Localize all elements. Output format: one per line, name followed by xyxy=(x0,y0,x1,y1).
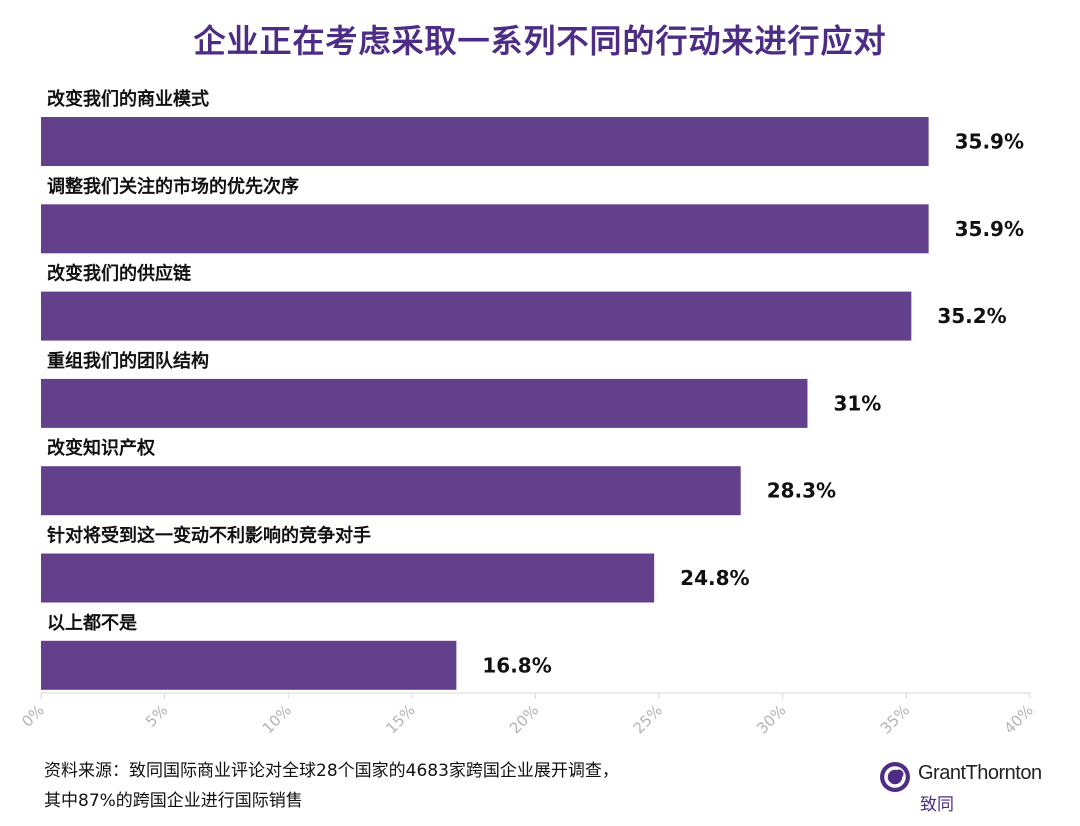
bar xyxy=(41,204,929,254)
logo-mark-icon xyxy=(880,762,910,792)
x-tick-label: 40% xyxy=(1001,701,1037,737)
x-tick-label: 15% xyxy=(382,701,418,737)
source-note: 资料来源：致同国际商业评论对全球28个国家的4683家跨国企业展开调查， 其中8… xyxy=(44,756,619,816)
bar xyxy=(41,466,741,516)
value-label: 16.8% xyxy=(482,653,551,677)
x-tick-label: 10% xyxy=(259,701,295,737)
bar xyxy=(41,640,457,690)
x-tick-label: 25% xyxy=(630,701,666,737)
category-label: 重组我们的团队结构 xyxy=(47,350,209,372)
value-label: 28.3% xyxy=(767,479,836,503)
category-label: 以上都不是 xyxy=(47,613,137,634)
bar xyxy=(41,117,929,166)
x-tick-label: 5% xyxy=(142,701,172,731)
bar xyxy=(41,553,655,603)
value-label: 24.8% xyxy=(680,566,749,590)
x-tick-label: 0% xyxy=(18,701,48,731)
value-label: 31% xyxy=(833,391,881,415)
source-line-1: 资料来源：致同国际商业评论对全球28个国家的4683家跨国企业展开调查， xyxy=(44,761,619,781)
x-tick-label: 30% xyxy=(753,701,789,737)
x-tick-label: 35% xyxy=(877,701,913,737)
value-label: 35.2% xyxy=(937,304,1006,328)
logo-name: GrantThornton xyxy=(918,762,1042,784)
x-tick-label: 20% xyxy=(506,701,542,737)
chart-title: 企业正在考虑采取一系列不同的行动来进行应对 xyxy=(193,22,887,60)
category-label: 调整我们关注的市场的优先次序 xyxy=(47,175,299,197)
category-label: 改变我们的供应链 xyxy=(47,263,192,285)
source-line-2: 其中87%的跨国企业进行国际销售 xyxy=(44,791,303,811)
value-label: 35.9% xyxy=(955,130,1024,154)
category-label: 针对将受到这一变动不利影响的竞争对手 xyxy=(47,525,371,547)
company-logo: GrantThornton 致同 xyxy=(878,758,1068,818)
category-label: 改变我们的商业模式 xyxy=(47,88,209,110)
bar xyxy=(41,291,912,341)
category-label: 改变知识产权 xyxy=(47,437,156,459)
bar-chart: 改变我们的商业模式 35.9% 调整我们关注的市场的优先次序 35.9% 改变我们的供应… xyxy=(18,88,1037,737)
bar xyxy=(41,378,808,428)
logo-chinese-name: 致同 xyxy=(920,795,954,815)
value-label: 35.9% xyxy=(955,217,1024,241)
